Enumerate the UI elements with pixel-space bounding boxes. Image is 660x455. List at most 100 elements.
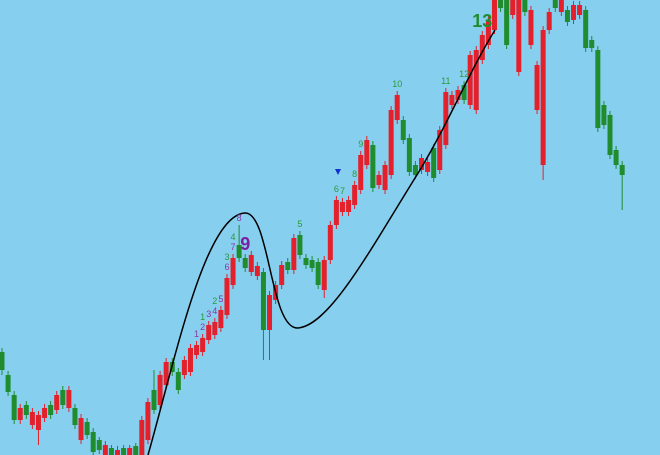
candle-body (382, 165, 388, 190)
candle-body (370, 145, 376, 188)
candle-body (485, 20, 491, 45)
candle-body (206, 325, 212, 340)
count-label: 9 (358, 139, 363, 149)
candle-body (84, 422, 90, 435)
candle-body (613, 150, 619, 165)
candle-body (90, 432, 96, 452)
candle-body (285, 262, 291, 270)
candle-body (564, 10, 570, 22)
candle-body (437, 130, 443, 170)
candle-body (23, 405, 29, 415)
candle-body (291, 238, 297, 270)
count-label: 2 (212, 296, 217, 306)
candle-body (102, 445, 108, 455)
count-label: 7 (231, 242, 236, 252)
candle-body (0, 352, 5, 370)
candle-body (619, 165, 625, 175)
count-label: 10 (392, 79, 402, 89)
candle-body (479, 35, 485, 60)
count-label: 2 (200, 322, 205, 332)
candle-body (510, 0, 516, 15)
candle-body (546, 12, 552, 30)
count-label: 4 (212, 306, 217, 316)
candle-body (96, 440, 102, 450)
candle-body (346, 200, 352, 212)
candle-body (315, 262, 321, 285)
candle-body (29, 412, 35, 425)
count-label: 11 (441, 76, 450, 86)
count-label: 12 (459, 69, 469, 79)
candle-body (504, 0, 510, 45)
candle-body (42, 408, 48, 418)
candle-body (5, 375, 11, 392)
candle-body (297, 235, 303, 255)
candle-body (248, 255, 254, 272)
candle-body (327, 225, 333, 260)
candle-body (498, 0, 504, 8)
candle-body (571, 5, 577, 20)
candle-body (218, 310, 224, 328)
candle-body (187, 348, 193, 372)
candle-body (121, 448, 127, 455)
candle-body (400, 120, 406, 140)
candle-body (35, 415, 41, 430)
candle-body (455, 90, 461, 100)
candle-body (200, 338, 206, 352)
candle-body (108, 448, 114, 455)
candle-body (163, 362, 169, 385)
candle-body (303, 258, 309, 265)
candle-body (260, 272, 266, 330)
candle-body (11, 395, 17, 420)
candle-body (364, 140, 370, 165)
count-label: 1 (200, 312, 205, 322)
candle-body (267, 295, 273, 330)
candle-body (388, 110, 394, 175)
candle-body (473, 50, 479, 110)
count-label: 1 (194, 329, 199, 339)
candle-body (522, 0, 528, 12)
candle-body (133, 446, 139, 455)
candle-body (72, 408, 78, 425)
count-label: 4 (231, 232, 236, 242)
count-label: 8 (352, 169, 357, 179)
candle-body (449, 95, 455, 105)
candle-body (491, 0, 497, 30)
candle-body (151, 390, 157, 410)
candle-body (309, 260, 315, 268)
candle-body (595, 50, 601, 128)
candle-body (115, 450, 121, 455)
candle-body (431, 148, 437, 178)
candle-body (48, 405, 54, 415)
candle-body (127, 448, 133, 455)
count-label: 3 (206, 309, 211, 319)
candle-body (321, 260, 327, 290)
candle-body (406, 138, 412, 172)
candle-body (412, 165, 418, 175)
count-label-big: 13 (472, 11, 492, 31)
candle-body (78, 418, 84, 440)
candle-body (577, 5, 583, 15)
candle-body (66, 390, 72, 408)
count-label: 8 (237, 213, 242, 223)
candle-body (224, 278, 230, 315)
candle-body (333, 200, 339, 225)
candle-body (376, 175, 382, 185)
candle-body (212, 322, 218, 335)
candle-body (467, 55, 473, 105)
candle-body (279, 265, 285, 285)
candle-body (352, 185, 358, 205)
candle-body (54, 395, 60, 410)
candle-body (607, 115, 613, 155)
candle-body (339, 202, 345, 212)
candle-body (552, 0, 558, 8)
candle-body (516, 0, 522, 72)
candle-body (194, 345, 200, 355)
count-label: 5 (297, 219, 302, 229)
candle-body (230, 258, 236, 285)
candle-body (534, 65, 540, 110)
candle-body (443, 92, 449, 145)
signal-arrow (335, 169, 341, 175)
count-label: 5 (218, 294, 223, 304)
candle-body (157, 375, 163, 405)
